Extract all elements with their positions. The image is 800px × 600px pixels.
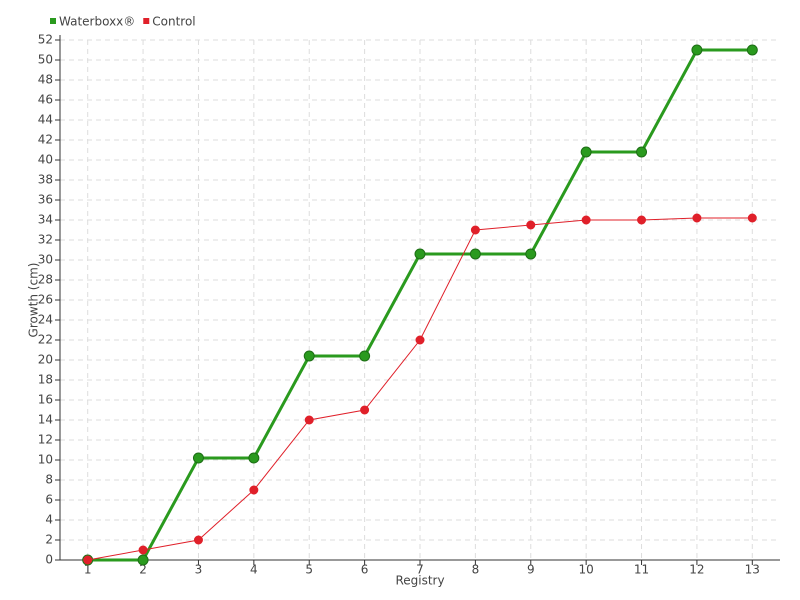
- y-tick-label: 22: [38, 333, 53, 347]
- y-tick-label: 32: [38, 233, 53, 247]
- y-tick-label: 14: [38, 413, 53, 427]
- data-point: [581, 215, 591, 225]
- y-tick-label: 10: [38, 453, 53, 467]
- y-tick-label: 0: [45, 553, 53, 567]
- data-point: [249, 485, 259, 495]
- y-tick-label: 18: [38, 373, 53, 387]
- data-point: [469, 248, 481, 260]
- y-tick-label: 52: [38, 33, 53, 47]
- data-point: [747, 213, 757, 223]
- y-tick-label: 20: [38, 353, 53, 367]
- y-tick-label: 2: [45, 533, 53, 547]
- y-tick-label: 12: [38, 433, 53, 447]
- y-tick-label: 34: [38, 213, 53, 227]
- x-tick-label: 7: [416, 563, 424, 577]
- data-point: [636, 146, 648, 158]
- x-tick-label: 10: [579, 563, 594, 577]
- y-tick-label: 8: [45, 473, 53, 487]
- data-point: [192, 452, 204, 464]
- y-tick-label: 38: [38, 173, 53, 187]
- x-tick-label: 5: [305, 563, 313, 577]
- y-tick-label: 44: [38, 113, 53, 127]
- data-point: [637, 215, 647, 225]
- data-point: [580, 146, 592, 158]
- x-tick-label: 9: [527, 563, 535, 577]
- legend-swatch: [50, 18, 56, 24]
- data-point: [691, 44, 703, 56]
- y-tick-label: 24: [38, 313, 53, 327]
- x-axis-label: Registry: [395, 574, 444, 588]
- y-tick-label: 16: [38, 393, 53, 407]
- data-point: [415, 335, 425, 345]
- y-tick-label: 6: [45, 493, 53, 507]
- data-point: [248, 452, 260, 464]
- data-point: [526, 220, 536, 230]
- y-tick-label: 48: [38, 73, 53, 87]
- data-point: [193, 535, 203, 545]
- data-point: [746, 44, 758, 56]
- x-tick-label: 4: [250, 563, 258, 577]
- data-point: [360, 405, 370, 415]
- y-tick-label: 30: [38, 253, 53, 267]
- data-point: [138, 545, 148, 555]
- data-point: [303, 350, 315, 362]
- x-tick-label: 12: [689, 563, 704, 577]
- data-point: [83, 555, 93, 565]
- data-point: [525, 248, 537, 260]
- legend-label: Waterboxx®: [59, 15, 135, 29]
- data-point: [470, 225, 480, 235]
- y-tick-label: 40: [38, 153, 53, 167]
- x-tick-label: 13: [745, 563, 760, 577]
- data-point: [137, 554, 149, 566]
- x-tick-label: 11: [634, 563, 649, 577]
- data-point: [414, 248, 426, 260]
- y-tick-label: 50: [38, 53, 53, 67]
- x-tick-label: 6: [361, 563, 369, 577]
- legend-label: Control: [152, 15, 195, 29]
- y-tick-label: 4: [45, 513, 53, 527]
- x-tick-label: 2: [139, 563, 147, 577]
- legend-swatch: [143, 18, 150, 24]
- data-point: [359, 350, 371, 362]
- y-tick-label: 46: [38, 93, 53, 107]
- x-tick-label: 8: [472, 563, 480, 577]
- y-tick-label: 26: [38, 293, 53, 307]
- x-tick-label: 1: [84, 563, 92, 577]
- x-tick-label: 3: [195, 563, 203, 577]
- y-tick-label: 36: [38, 193, 53, 207]
- y-axis-label: Growth (cm): [27, 263, 41, 338]
- data-point: [304, 415, 314, 425]
- y-tick-label: 28: [38, 273, 53, 287]
- y-tick-label: 42: [38, 133, 53, 147]
- data-point: [692, 213, 702, 223]
